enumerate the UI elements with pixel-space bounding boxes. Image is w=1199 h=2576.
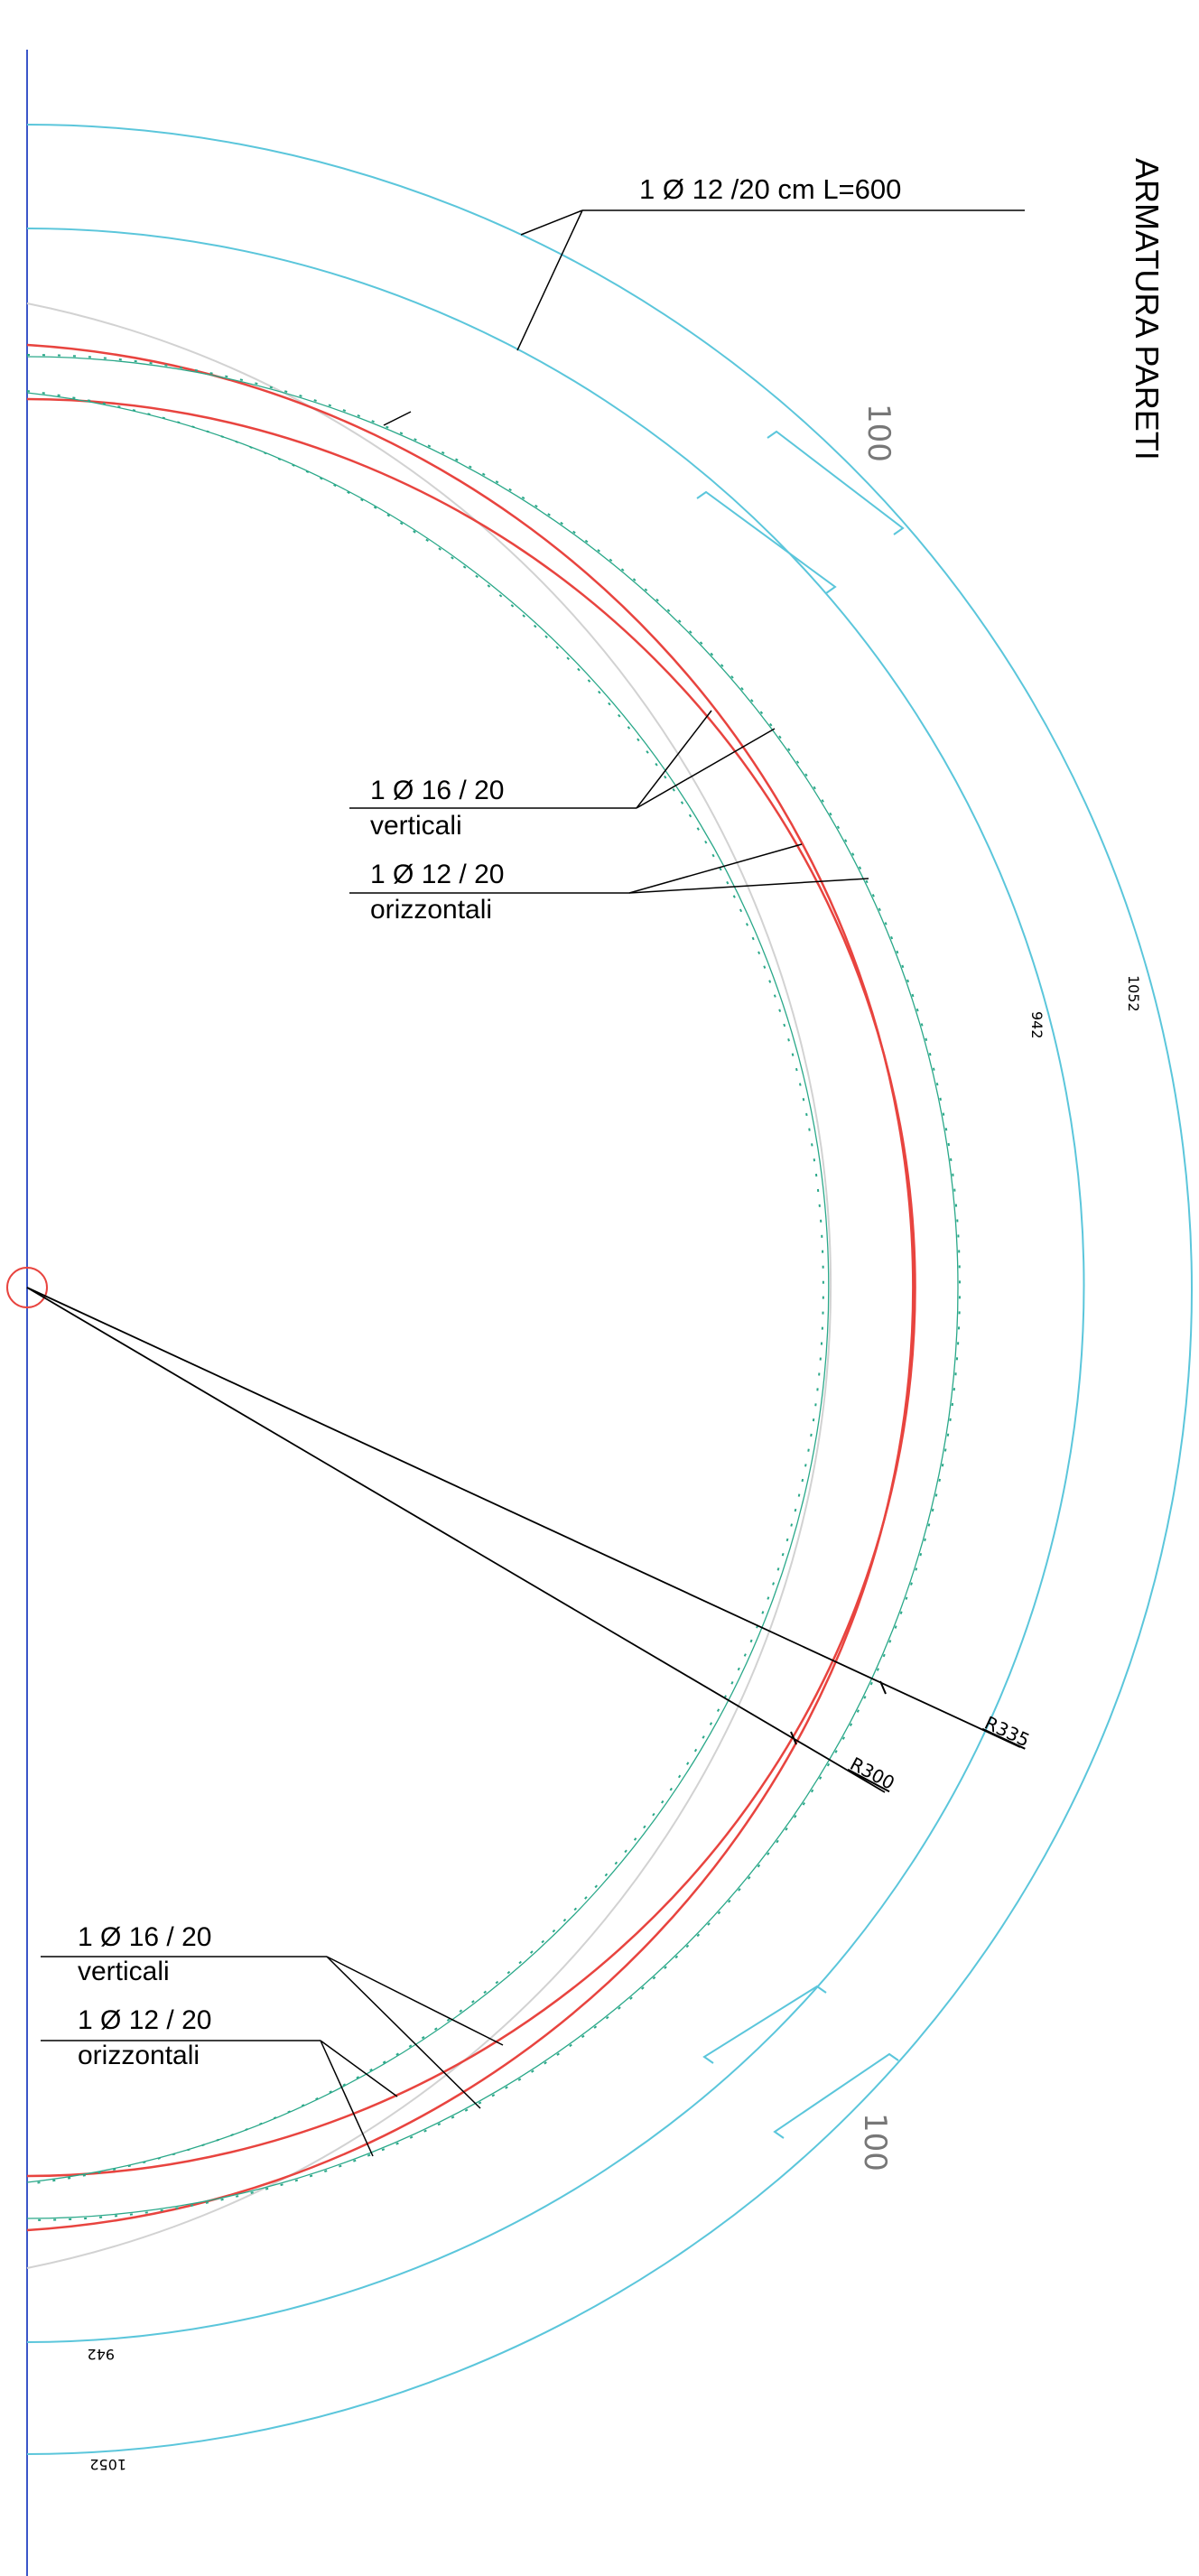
leader-outer-bar	[516, 209, 1025, 351]
dim-diameter-1052-bottom: 1052	[89, 2456, 126, 2473]
tick-r300	[790, 1731, 797, 1745]
ghost-circle	[26, 302, 832, 2269]
dim-inner-radius: R300	[847, 1753, 898, 1794]
rebar-outer-line	[26, 356, 959, 2219]
dim-overlap-bottom: 100	[857, 2113, 893, 2171]
overlap-bracket-top-inner	[696, 490, 837, 594]
dim-diameter-1052-right: 1052	[1125, 975, 1142, 1012]
tick-r335	[879, 1680, 887, 1695]
radius-line-r335	[26, 1287, 1021, 1748]
label-lower-vertical-bar: 1 Ø 16 / 20	[78, 1922, 211, 1952]
dim-diameter-942-right: 942	[1028, 1011, 1046, 1039]
formwork-inner-arc	[26, 228, 1085, 2343]
overlap-bracket-bottom-inner	[702, 1985, 827, 2064]
radius-line-r300	[26, 1287, 886, 1793]
leader-lower-horizontal	[41, 2040, 398, 2157]
rebar-inner-mat	[26, 390, 824, 2185]
label-lower-horizontal-word: orizzontali	[78, 2041, 200, 2070]
label-lower-vertical-word: verticali	[78, 1957, 170, 1986]
label-outer-bar: 1 Ø 12 /20 cm L=600	[639, 173, 901, 205]
leader-upper-vertical	[349, 710, 776, 809]
label-upper-horizontal-bar: 1 Ø 12 / 20	[370, 860, 504, 889]
label-upper-horizontal-word: orizzontali	[370, 895, 492, 925]
short-tick-mark	[383, 411, 412, 426]
leader-lower-vertical	[41, 1956, 504, 2109]
wall-inner-face	[26, 397, 917, 2178]
rebar-inner-line	[26, 392, 830, 2183]
rebar-outer-mat	[26, 354, 961, 2221]
drawing-title: ARMATURA PARETI	[1129, 158, 1166, 460]
label-upper-vertical-bar: 1 Ø 16 / 20	[370, 776, 504, 805]
dim-overlap-top: 100	[860, 404, 897, 462]
wall-outer-face	[26, 343, 915, 2232]
label-upper-vertical-word: verticali	[370, 811, 462, 841]
overlap-bracket-bottom-outer	[773, 2052, 899, 2139]
leader-upper-horizontal	[349, 843, 869, 894]
overlap-bracket-top-outer	[767, 430, 905, 535]
center-marker	[6, 1267, 48, 1308]
label-lower-horizontal-bar: 1 Ø 12 / 20	[78, 2005, 211, 2035]
formwork-outer-arc	[26, 124, 1193, 2455]
dim-diameter-942-bottom: 942	[87, 2346, 115, 2363]
dim-outer-radius: R335	[981, 1712, 1033, 1752]
